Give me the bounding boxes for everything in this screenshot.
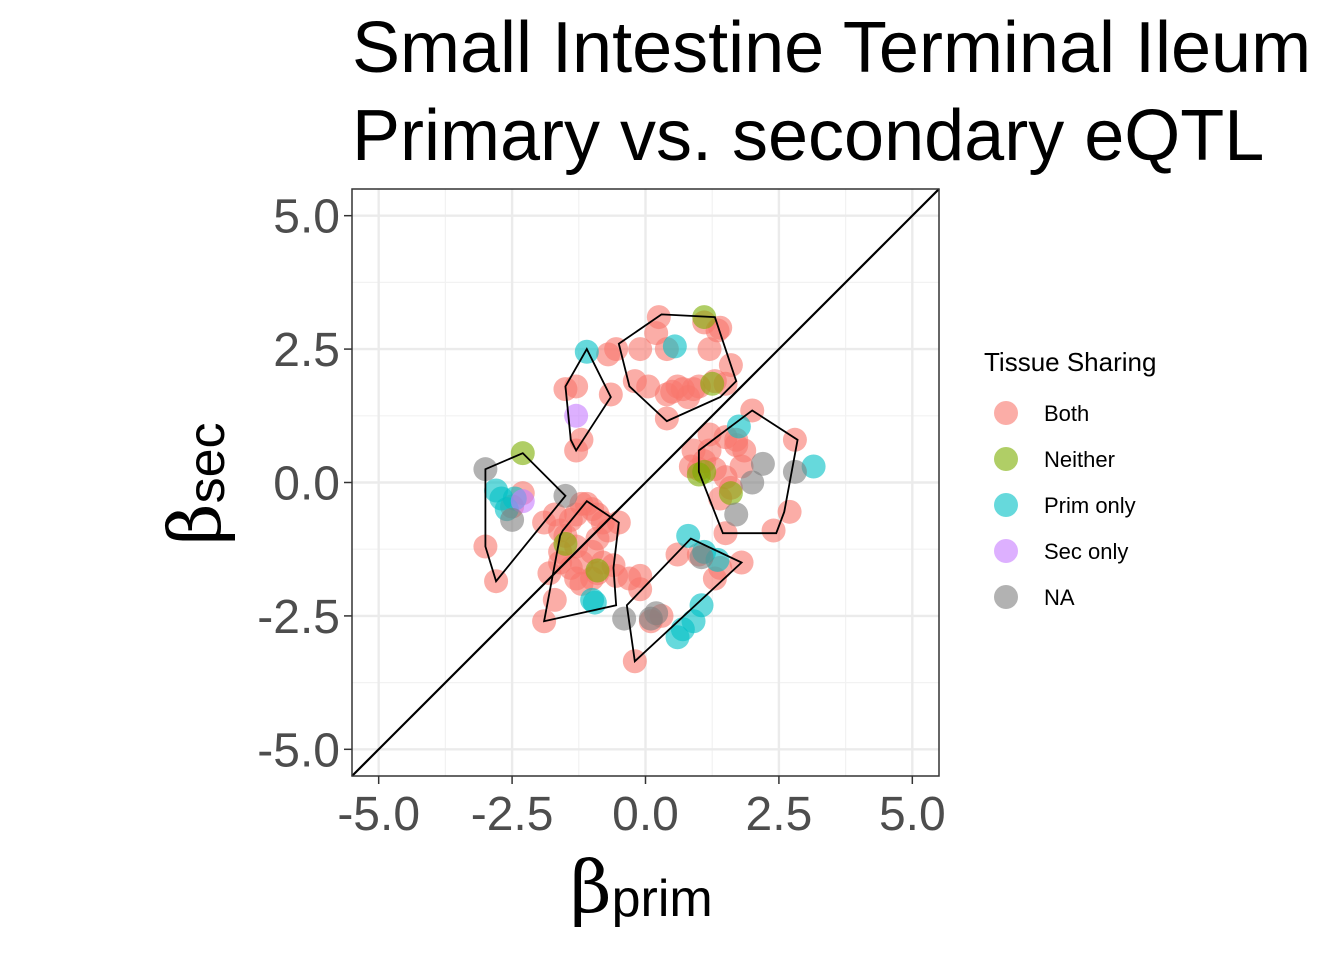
y-axis-label: βsec	[153, 422, 237, 545]
point-na	[689, 545, 714, 570]
x-axis-label: βprim	[570, 845, 713, 929]
point-both	[697, 438, 722, 463]
point-na	[782, 459, 807, 484]
point-both	[654, 406, 679, 431]
point-na	[724, 502, 749, 527]
point-both	[777, 499, 802, 524]
hull-polygon	[542, 499, 620, 623]
legend-label: Sec only	[1044, 539, 1128, 564]
hull-polygons	[484, 313, 799, 664]
legend: Tissue Sharing Both Neither Prim only Sec o…	[984, 347, 1156, 610]
point-both	[628, 577, 653, 602]
point-both	[569, 427, 594, 452]
chart-title-line-1: Small Intestine Terminal Ileum	[352, 8, 1311, 88]
legend-key-sec	[994, 539, 1018, 563]
point-both	[564, 374, 589, 399]
x-tick-label: 2.5	[746, 788, 813, 841]
legend-label: Neither	[1044, 447, 1115, 472]
x-tick-label: 5.0	[879, 788, 946, 841]
y-tick-label: -2.5	[257, 591, 340, 644]
point-neither	[718, 481, 743, 506]
point-both	[598, 382, 623, 407]
point-both	[628, 337, 653, 362]
y-axis-label-subscript: sec	[178, 422, 236, 503]
point-neither	[692, 459, 717, 484]
point-neither	[585, 558, 610, 583]
point-na	[612, 606, 637, 631]
point-both	[585, 526, 610, 551]
svg-text:βprim: βprim	[570, 845, 713, 929]
y-tick-label: 2.5	[273, 324, 340, 377]
legend-key-na	[994, 585, 1018, 609]
legend-title: Tissue Sharing	[984, 347, 1156, 377]
point-prim	[676, 523, 701, 548]
hull-polygon	[697, 409, 799, 535]
hull-polygon	[564, 347, 612, 453]
point-both	[761, 518, 786, 543]
point-na	[638, 606, 663, 631]
point-na	[740, 470, 765, 495]
hull-polygon	[617, 313, 738, 423]
legend-label: Both	[1044, 401, 1089, 426]
x-axis-ticks: -5.0 -2.5 0.0 2.5 5.0	[337, 776, 946, 841]
hull-polygon	[484, 452, 567, 584]
point-na	[750, 451, 775, 476]
point-prim	[662, 334, 687, 359]
point-prim	[574, 339, 599, 364]
point-both	[782, 427, 807, 452]
legend-key-both	[994, 401, 1018, 425]
legend-label: Prim only	[1044, 493, 1136, 518]
point-sec	[510, 489, 535, 514]
y-axis-label-symbol: β	[153, 503, 237, 545]
point-prim	[801, 454, 826, 479]
reference-line	[351, 188, 940, 777]
point-neither	[700, 371, 725, 396]
y-tick-label: 0.0	[273, 458, 340, 511]
y-tick-label: 5.0	[273, 191, 340, 244]
point-both	[665, 542, 690, 567]
chart-title-line-2: Primary vs. secondary eQTL	[352, 96, 1264, 176]
hull-polygon	[625, 537, 744, 664]
point-both	[636, 374, 661, 399]
point-na	[500, 507, 525, 532]
x-axis-label-symbol: β	[570, 845, 612, 929]
identity-line	[351, 188, 940, 777]
x-tick-label: -5.0	[337, 788, 420, 841]
y-tick-label: -5.0	[257, 724, 340, 777]
point-sec	[564, 403, 589, 428]
svg-text:βsec: βsec	[153, 422, 237, 545]
y-axis-ticks: -5.0 -2.5 0.0 2.5 5.0	[257, 191, 352, 777]
point-prim	[726, 414, 751, 439]
x-axis-label-subscript: prim	[612, 870, 713, 928]
point-both	[697, 337, 722, 362]
x-tick-label: 0.0	[612, 788, 679, 841]
point-prim	[665, 625, 690, 650]
plot-panel	[351, 188, 940, 777]
legend-label: NA	[1044, 585, 1075, 610]
point-both	[596, 342, 621, 367]
legend-key-prim	[994, 493, 1018, 517]
legend-key-neither	[994, 447, 1018, 471]
x-tick-label: -2.5	[471, 788, 554, 841]
